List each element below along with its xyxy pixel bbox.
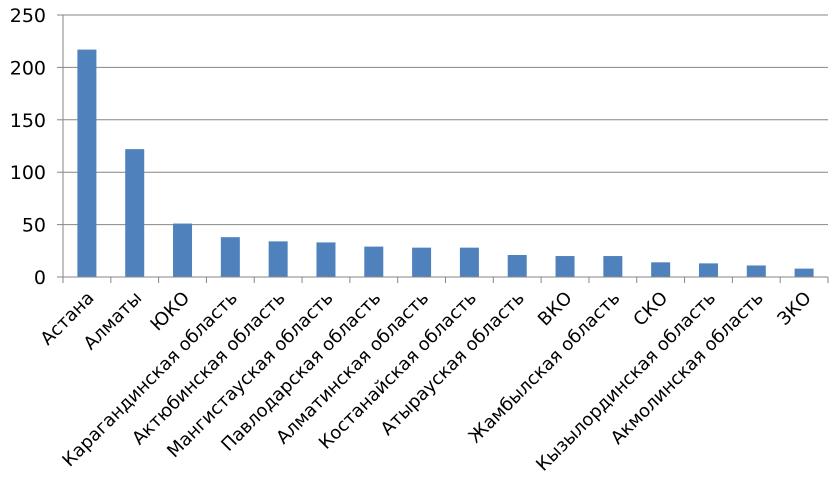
- bar: [603, 256, 623, 277]
- bar: [220, 237, 240, 277]
- y-tick-label: 50: [22, 215, 46, 237]
- y-tick-label: 100: [10, 162, 46, 184]
- y-tick-label: 150: [10, 110, 46, 132]
- x-tick-label: ЗКО: [774, 288, 816, 330]
- bar: [412, 247, 432, 277]
- y-tick-label: 0: [34, 267, 46, 289]
- bar: [125, 149, 145, 277]
- gridlines: [63, 14, 828, 226]
- bar: [507, 254, 527, 277]
- x-tick-label: Карагандинская область: [58, 288, 241, 471]
- y-tick-label: 200: [10, 57, 46, 79]
- bar: [794, 268, 814, 277]
- bar: [555, 256, 575, 277]
- y-tick-label: 250: [10, 5, 46, 27]
- x-tick-label: ВКО: [534, 288, 577, 331]
- bar: [316, 242, 336, 277]
- bar: [77, 49, 97, 277]
- axes: [57, 14, 829, 283]
- bar: [698, 263, 718, 277]
- bars: [77, 49, 814, 277]
- x-tick-label: СКО: [629, 288, 672, 331]
- y-tick-labels: 0 50 100 150 200 250: [10, 5, 46, 289]
- bar: [364, 246, 384, 277]
- bar: [173, 223, 193, 277]
- bar: [459, 247, 479, 277]
- bar: [651, 262, 671, 277]
- bar: [268, 241, 288, 277]
- bar: [746, 265, 766, 277]
